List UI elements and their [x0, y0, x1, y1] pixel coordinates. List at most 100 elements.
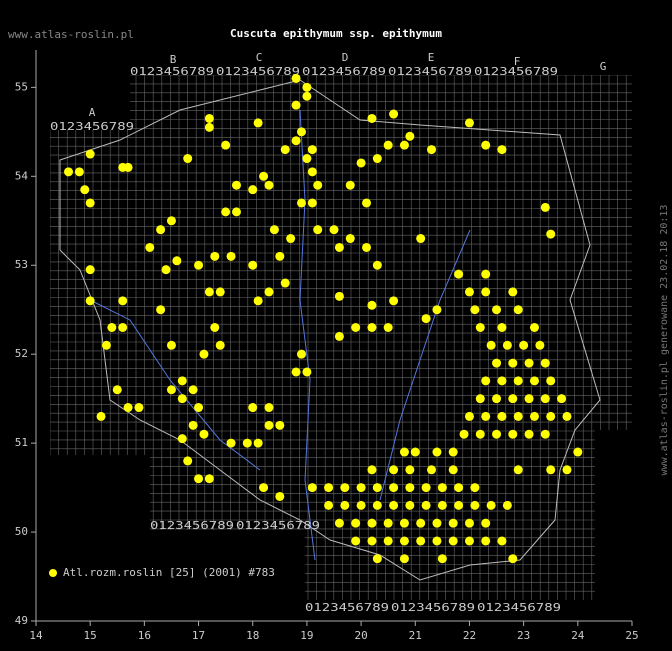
y-tick-label: 53: [15, 258, 28, 271]
occurrence-point: [204, 113, 214, 123]
occurrence-point: [367, 300, 377, 310]
x-tick-label: 21: [409, 629, 422, 642]
occurrence-point: [389, 465, 399, 475]
legend-swatch: [49, 569, 57, 577]
grid-digits: 0123456789: [216, 65, 300, 78]
country-border: [59, 79, 601, 581]
occurrence-point: [454, 269, 464, 279]
occurrence-point: [529, 411, 539, 421]
occurrence-point: [324, 483, 334, 493]
occurrence-point: [85, 198, 95, 208]
occurrence-point: [448, 536, 458, 546]
occurrence-point: [432, 447, 442, 457]
occurrence-point: [231, 180, 241, 190]
occurrence-point: [356, 500, 366, 510]
occurrence-point: [351, 322, 361, 332]
occurrence-point: [562, 411, 572, 421]
occurrence-point: [399, 536, 409, 546]
occurrence-point: [80, 185, 90, 195]
occurrence-point: [226, 251, 236, 261]
occurrence-point: [302, 154, 312, 164]
occurrence-point: [437, 483, 447, 493]
occurrence-point: [513, 465, 523, 475]
occurrence-point: [427, 465, 437, 475]
occurrence-point: [432, 518, 442, 528]
occurrence-point: [481, 269, 491, 279]
occurrence-point: [177, 434, 187, 444]
grid-letter: C: [256, 51, 263, 64]
occurrence-point: [275, 251, 285, 261]
occurrence-point: [497, 322, 507, 332]
occurrence-point: [481, 140, 491, 150]
occurrence-point: [464, 287, 474, 297]
x-tick-label: 14: [29, 629, 43, 642]
grid-labels: 0123456789 0123456789 0123456789 0123456789…: [50, 51, 606, 614]
occurrence-point: [204, 474, 214, 484]
occurrence-point: [367, 322, 377, 332]
occurrence-point: [405, 465, 415, 475]
legend: Atl.rozm.roslin [25] (2001) #783: [49, 566, 275, 579]
occurrence-point: [194, 474, 204, 484]
footer: www.atlas-roslin.pl generowane 23.02.18 …: [659, 205, 670, 476]
points: [64, 73, 583, 564]
occurrence-point: [340, 483, 350, 493]
occurrence-point: [118, 296, 128, 306]
occurrence-point: [112, 385, 122, 395]
occurrence-point: [345, 234, 355, 244]
occurrence-point: [264, 420, 274, 430]
occurrence-point: [421, 483, 431, 493]
occurrence-point: [96, 411, 106, 421]
occurrence-point: [448, 518, 458, 528]
occurrence-point: [389, 483, 399, 493]
occurrence-point: [242, 438, 252, 448]
y-tick-label: 50: [15, 525, 28, 538]
x-tick-label: 16: [138, 629, 151, 642]
occurrence-point: [307, 145, 317, 155]
occurrence-point: [367, 465, 377, 475]
occurrence-point: [259, 483, 269, 493]
occurrence-point: [118, 322, 128, 332]
occurrence-point: [475, 394, 485, 404]
occurrence-point: [302, 91, 312, 101]
occurrence-point: [454, 483, 464, 493]
occurrence-point: [497, 411, 507, 421]
occurrence-point: [296, 127, 306, 137]
occurrence-point: [454, 500, 464, 510]
occurrence-point: [470, 305, 480, 315]
occurrence-point: [183, 456, 193, 466]
occurrence-point: [85, 265, 95, 275]
occurrence-point: [470, 483, 480, 493]
occurrence-point: [421, 500, 431, 510]
occurrence-point: [416, 234, 426, 244]
occurrence-point: [194, 403, 204, 413]
occurrence-point: [264, 287, 274, 297]
x-tick-label: 23: [517, 629, 530, 642]
occurrence-point: [307, 198, 317, 208]
grid-digits: 0123456789: [474, 65, 558, 78]
y-tick-label: 55: [15, 80, 28, 93]
occurrence-point: [248, 403, 258, 413]
x-tick-label: 22: [463, 629, 476, 642]
occurrence-point: [210, 322, 220, 332]
occurrence-point: [421, 314, 431, 324]
occurrence-point: [399, 140, 409, 150]
grid-digits: 0123456789: [130, 65, 214, 78]
occurrence-point: [161, 265, 171, 275]
occurrence-point: [562, 465, 572, 475]
occurrence-point: [519, 340, 529, 350]
grid-digits: 0123456789: [236, 519, 320, 532]
grid-letter: F: [514, 55, 521, 68]
occurrence-point: [389, 109, 399, 119]
x-tick-label: 15: [84, 629, 97, 642]
occurrence-point: [540, 429, 550, 439]
occurrence-point: [269, 225, 279, 235]
occurrence-point: [372, 154, 382, 164]
occurrence-point: [264, 180, 274, 190]
occurrence-point: [481, 518, 491, 528]
occurrence-point: [475, 322, 485, 332]
occurrence-point: [367, 113, 377, 123]
occurrence-point: [134, 403, 144, 413]
occurrence-point: [367, 518, 377, 528]
occurrence-point: [497, 145, 507, 155]
